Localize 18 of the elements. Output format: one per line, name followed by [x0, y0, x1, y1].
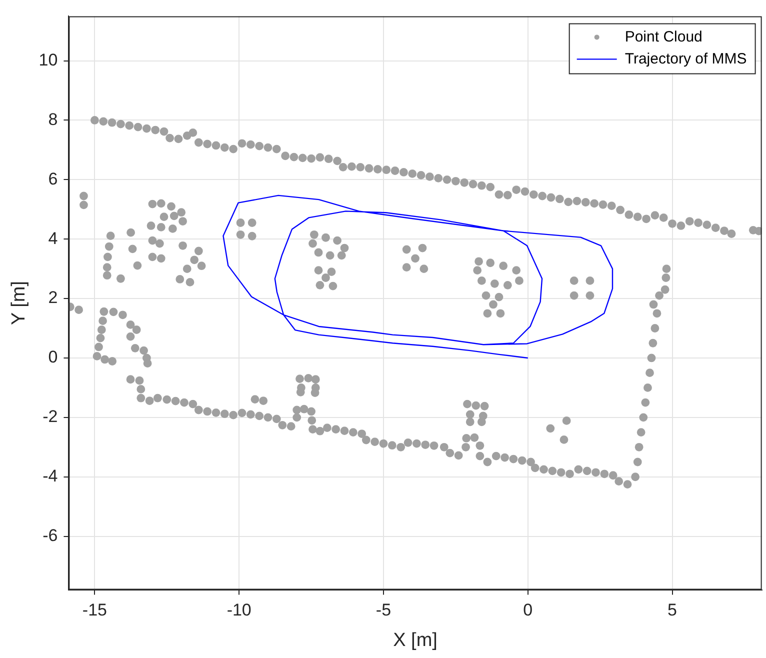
- y-tick-label: 2: [48, 288, 58, 308]
- y-tick-label: 4: [48, 228, 58, 248]
- x-axis-title: X [m]: [393, 630, 438, 651]
- y-tick-label: 6: [48, 169, 58, 188]
- x-tick-label: -15: [82, 600, 107, 620]
- x-tick-label: -10: [226, 600, 252, 620]
- y-tick-label: -2: [42, 407, 58, 426]
- y-tick-label: -6: [42, 526, 58, 545]
- legend-label: Trajectory of MMS: [624, 50, 747, 68]
- x-tick-label: 5: [668, 600, 678, 620]
- x-tick-label: -5: [376, 600, 392, 620]
- y-tick-label: -4: [42, 466, 58, 486]
- y-tick-label: 8: [48, 110, 58, 129]
- y-tick-label: 10: [38, 50, 58, 70]
- y-axis-title: Y [m]: [8, 281, 30, 325]
- legend-label: Point Cloud: [624, 28, 702, 46]
- y-tick-label: 0: [48, 348, 58, 367]
- x-tick-label: 0: [523, 600, 533, 620]
